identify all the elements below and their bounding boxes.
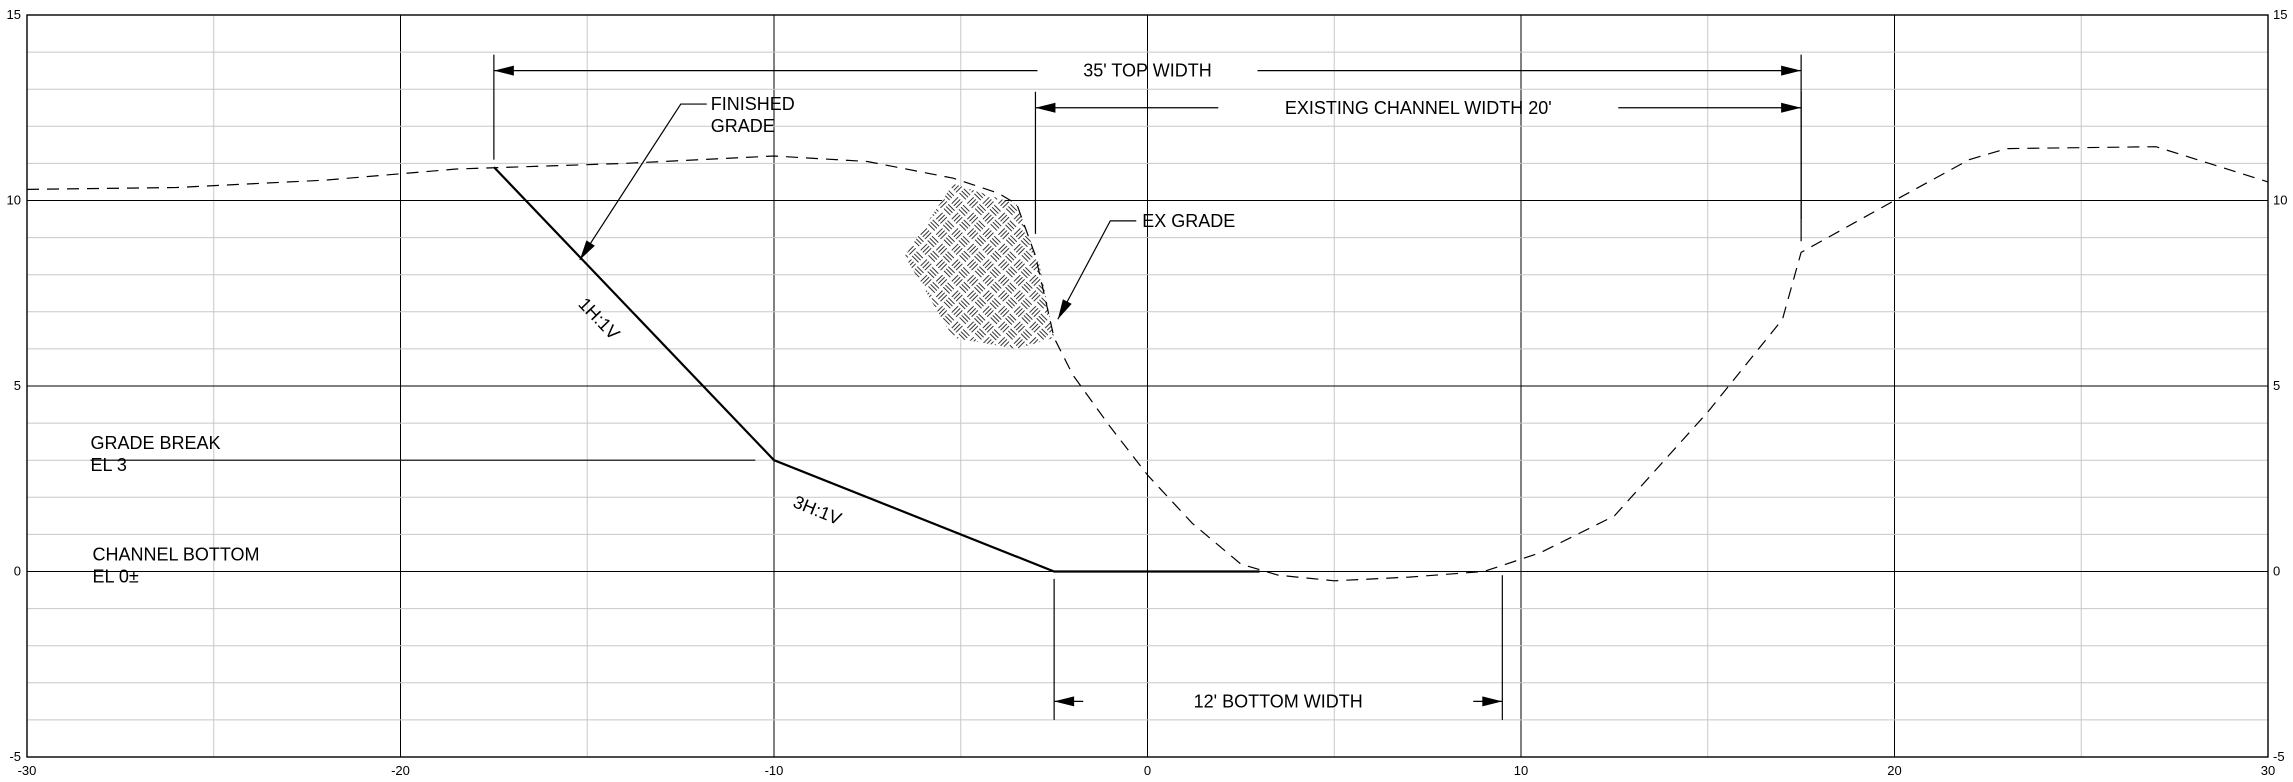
y-tick-label-left: 0	[14, 564, 21, 579]
riprap-hatch-area	[904, 183, 1055, 349]
grade-break-label: GRADE BREAK	[90, 433, 220, 453]
x-tick-label: -10	[765, 763, 784, 778]
top-width-dimension-label: 35' TOP WIDTH	[1083, 61, 1211, 81]
y-tick-label-left: 5	[14, 378, 21, 393]
y-tick-label-right: -5	[2273, 749, 2285, 764]
y-tick-label-left: 10	[7, 193, 21, 208]
dimension-arrowhead	[1482, 696, 1503, 707]
finished-grade-leader	[579, 103, 707, 261]
finished-grade-line	[493, 166, 1260, 573]
bottom-width-dimension-label: 12' BOTTOM WIDTH	[1194, 691, 1363, 711]
dimension-arrowhead	[1035, 102, 1056, 113]
leader-arrowhead	[579, 240, 595, 260]
channel-bottom-elevation: EL 0±	[92, 566, 138, 586]
leader-arrowhead	[1057, 299, 1072, 320]
dimension-arrowhead	[1781, 65, 1802, 76]
x-tick-label: 10	[1514, 763, 1528, 778]
grid	[26, 14, 2269, 758]
y-tick-label-right: 5	[2273, 378, 2280, 393]
channel-bottom-label: CHANNEL BOTTOM	[92, 544, 259, 564]
grade-break-elevation: EL 3	[90, 455, 126, 475]
plot-frame	[26, 14, 2269, 758]
x-tick-label: -20	[391, 763, 410, 778]
ex-grade-leader	[1057, 220, 1137, 320]
slope-label-upper: 1H:1V	[574, 294, 623, 344]
x-tick-label: 0	[1144, 763, 1151, 778]
annotations: 35' TOP WIDTH EXISTING CHANNEL WIDTH 20' 1…	[90, 54, 1802, 720]
x-tick-label: 30	[2261, 763, 2275, 778]
dimension-arrowhead	[1781, 102, 1802, 113]
y-tick-label-left: 15	[7, 7, 21, 22]
x-tick-label: 20	[1887, 763, 1901, 778]
dimension-arrowhead	[1054, 696, 1075, 707]
finished-grade-label: GRADE	[711, 116, 775, 136]
y-tick-label-right: 15	[2273, 7, 2287, 22]
grade-lines	[26, 146, 2269, 582]
ex-grade-label: EX GRADE	[1142, 211, 1235, 231]
dimension-arrowhead	[493, 65, 514, 76]
y-tick-label-right: 0	[2273, 564, 2280, 579]
existing-grade-line	[26, 146, 2269, 582]
y-tick-label-right: 10	[2273, 193, 2287, 208]
finished-grade-label: FINISHED	[711, 94, 795, 114]
x-tick-label: -30	[18, 763, 37, 778]
existing-width-dimension-label: EXISTING CHANNEL WIDTH 20'	[1285, 98, 1552, 118]
y-tick-label-left: -5	[9, 749, 21, 764]
riprap-hatch	[904, 183, 1055, 349]
